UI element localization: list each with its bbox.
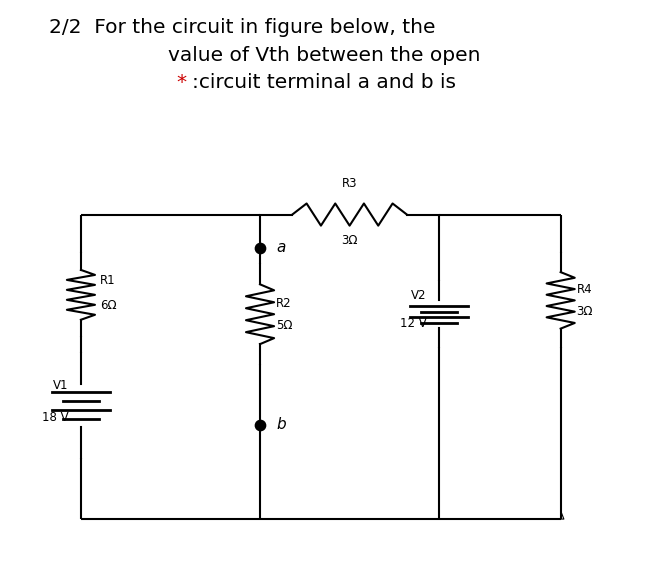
Text: 18 V: 18 V — [41, 411, 68, 424]
Point — [255, 243, 265, 252]
Text: 12 V: 12 V — [400, 317, 426, 330]
Text: 6Ω: 6Ω — [100, 300, 117, 312]
Text: b: b — [276, 418, 286, 432]
Text: 5Ω: 5Ω — [276, 319, 292, 332]
Text: *: * — [176, 74, 187, 92]
Text: R1: R1 — [100, 274, 116, 288]
Text: R4: R4 — [577, 283, 592, 296]
Text: V2: V2 — [411, 289, 426, 302]
Text: :circuit terminal a and b is: :circuit terminal a and b is — [192, 74, 456, 92]
Text: R3: R3 — [342, 176, 357, 189]
Text: 3Ω: 3Ω — [341, 234, 358, 247]
Text: V1: V1 — [52, 379, 68, 392]
Text: a: a — [276, 241, 285, 255]
Text: 2/2  For the circuit in figure below, the: 2/2 For the circuit in figure below, the — [49, 18, 435, 37]
Text: R2: R2 — [276, 297, 292, 310]
Text: 3Ω: 3Ω — [577, 305, 593, 318]
Point — [255, 420, 265, 429]
Text: value of Vth between the open: value of Vth between the open — [168, 46, 480, 65]
